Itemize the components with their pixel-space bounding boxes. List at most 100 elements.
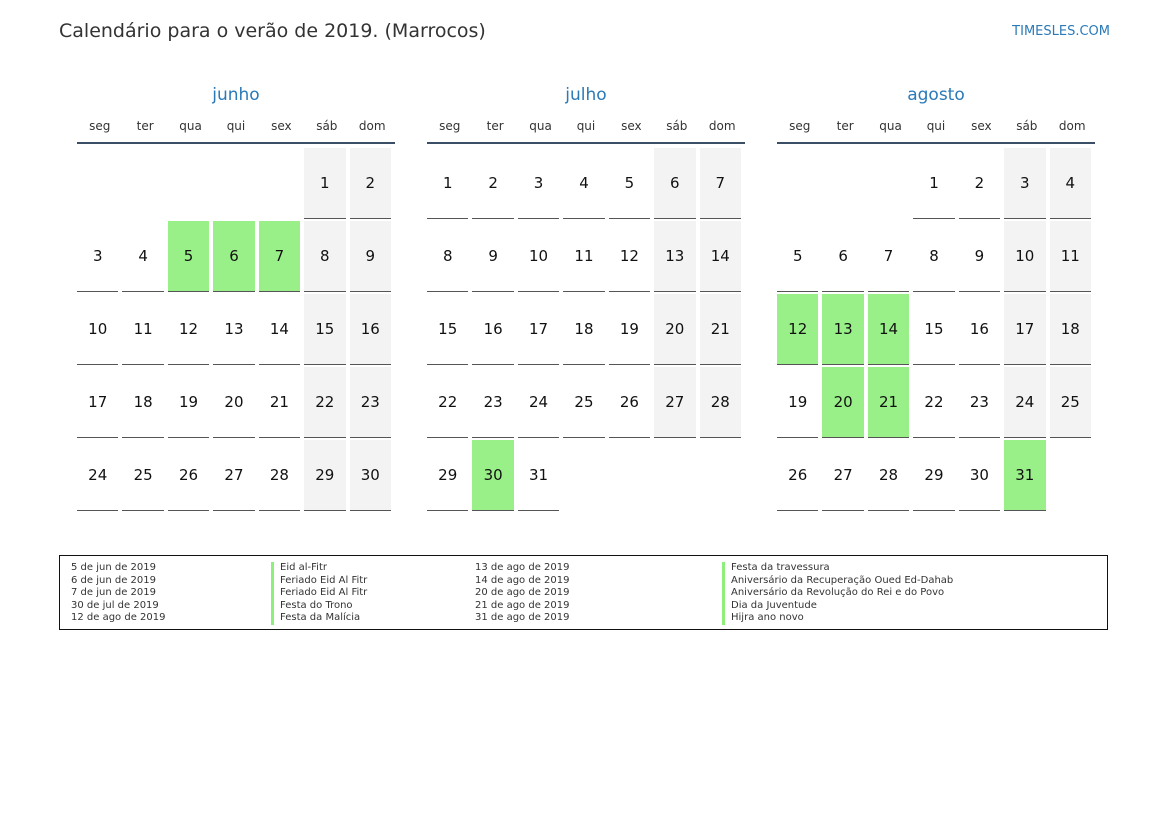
day-cell: 5	[608, 148, 651, 219]
day-cell: 24	[77, 440, 119, 511]
weekday-label: seg	[789, 119, 811, 133]
day-cell: 21	[258, 367, 301, 438]
brand-link[interactable]: TIMESLES.COM	[1012, 24, 1110, 39]
holiday-day-cell: 12	[777, 294, 819, 365]
day-cell: 7	[699, 148, 741, 219]
day-cell: 23	[958, 367, 1001, 438]
weekday-label: dom	[708, 119, 736, 133]
day-cell: 25	[122, 440, 164, 511]
day-cell: 16	[472, 294, 514, 365]
day-grid: 1 2 3 4 5 6 7 8 9 10 11 12 13 14 15 16 17 18 19 20 21 22 23 24 2…	[427, 148, 745, 513]
month-title: junho	[212, 85, 260, 105]
day-cell: 17	[77, 367, 119, 438]
day-cell: 27	[654, 367, 696, 438]
legend-holiday-name: Eid al-Fitr	[271, 562, 367, 575]
legend-holiday-name: Feriado Eid Al Fitr	[271, 587, 367, 600]
holiday-day-cell: 13	[822, 294, 864, 365]
month-junho: junho seg ter qua qui sex sáb dom 1 2 3 4 5 6 7 8 9 10 11 1…	[77, 80, 395, 513]
legend-date: 5 de jun de 2019	[71, 562, 156, 573]
day-grid: 1 2 3 4 5 6 7 8 9 10 11 12 13 14 15 16 17 18 19 20 21 22 23 24 2…	[777, 148, 1095, 513]
day-cell: 13	[654, 221, 696, 292]
weekday-label: sex	[971, 119, 992, 133]
weekday-header: seg ter qua qui sex sáb dom	[77, 115, 395, 144]
day-cell: 23	[349, 367, 391, 438]
holiday-day-cell: 21	[867, 367, 910, 438]
weekday-label: ter	[836, 119, 854, 133]
weekday-label: ter	[136, 119, 154, 133]
day-cell: 17	[1004, 294, 1046, 365]
holiday-legend: 5 de jun de 2019 6 de jun de 2019 7 de jun…	[59, 555, 1108, 630]
day-cell: 23	[472, 367, 514, 438]
day-cell: 31	[517, 440, 560, 511]
empty-cell	[259, 148, 300, 219]
legend-holiday-name: Feriado Eid Al Fitr	[271, 574, 367, 587]
empty-cell	[168, 148, 209, 219]
empty-cell	[822, 148, 863, 219]
day-cell: 19	[167, 367, 210, 438]
holiday-day-cell: 7	[258, 221, 301, 292]
weekday-label: qua	[179, 119, 202, 133]
day-cell: 18	[563, 294, 605, 365]
day-cell: 5	[777, 221, 819, 292]
legend-date: 12 de ago de 2019	[71, 612, 166, 623]
day-cell: 1	[427, 148, 469, 219]
day-cell: 1	[913, 148, 955, 219]
day-cell: 22	[913, 367, 955, 438]
day-cell: 24	[517, 367, 560, 438]
holiday-day-cell: 20	[822, 367, 864, 438]
day-cell: 12	[608, 221, 651, 292]
day-cell: 13	[213, 294, 255, 365]
legend-date: 13 de ago de 2019	[475, 562, 570, 573]
legend-date: 30 de jul de 2019	[71, 599, 159, 611]
day-cell: 22	[304, 367, 346, 438]
legend-holiday-name: Aniversário da Recuperação Oued Ed-Dahab	[722, 574, 953, 587]
weekday-label: sáb	[316, 119, 338, 133]
day-cell: 10	[1004, 221, 1046, 292]
day-cell: 18	[1049, 294, 1091, 365]
legend-holiday-name: Aniversário da Revolução do Rei e do Pov…	[722, 587, 953, 600]
legend-names-right: Festa da travessura Aniversário da Recupe…	[722, 562, 953, 625]
weekday-label: sex	[271, 119, 292, 133]
day-cell: 22	[427, 367, 469, 438]
weekday-label: sáb	[666, 119, 688, 133]
legend-dates-right: 13 de ago de 2019 14 de ago de 2019 20 de …	[475, 562, 569, 625]
weekday-label: dom	[358, 119, 386, 133]
day-cell: 25	[1049, 367, 1091, 438]
day-cell: 28	[699, 367, 741, 438]
weekday-label: seg	[439, 119, 461, 133]
weekday-label: sex	[621, 119, 642, 133]
day-cell: 4	[122, 221, 164, 292]
day-cell: 20	[213, 367, 255, 438]
weekday-label: qui	[576, 119, 596, 133]
day-cell: 28	[258, 440, 301, 511]
legend-date: 7 de jun de 2019	[71, 587, 156, 598]
legend-names-left: Eid al-Fitr Feriado Eid Al Fitr Feriado Ei…	[271, 562, 367, 625]
legend-date: 31 de ago de 2019	[475, 612, 570, 623]
legend-dates-left: 5 de jun de 2019 6 de jun de 2019 7 de jun…	[71, 562, 165, 625]
day-cell: 24	[1004, 367, 1046, 438]
day-cell: 15	[913, 294, 955, 365]
empty-cell	[77, 148, 118, 219]
day-cell: 2	[958, 148, 1001, 219]
empty-cell	[868, 148, 909, 219]
legend-date: 14 de ago de 2019	[475, 574, 570, 586]
day-cell: 3	[77, 221, 119, 292]
day-cell: 16	[958, 294, 1001, 365]
legend-holiday-name: Hijra ano novo	[722, 612, 953, 625]
day-cell: 2	[472, 148, 514, 219]
day-grid: 1 2 3 4 5 6 7 8 9 10 11 12 13 14 15 16 17 18 19 20 21 22 23 24 2…	[77, 148, 395, 513]
legend-holiday-name: Festa da travessura	[722, 562, 953, 575]
legend-date: 6 de jun de 2019	[71, 574, 156, 586]
day-cell: 19	[608, 294, 651, 365]
weekday-header: seg ter qua qui sex sáb dom	[427, 115, 745, 144]
day-cell: 9	[958, 221, 1001, 292]
weekday-label: qui	[926, 119, 946, 133]
day-cell: 26	[777, 440, 819, 511]
month-agosto: agosto seg ter qua qui sex sáb dom 1 2 3 4 5 6 7 8 9 10 11…	[777, 80, 1095, 513]
legend-holiday-name: Festa da Malícia	[271, 612, 367, 625]
holiday-day-cell: 5	[167, 221, 210, 292]
weekday-header: seg ter qua qui sex sáb dom	[777, 115, 1095, 144]
day-cell: 29	[304, 440, 346, 511]
day-cell: 8	[304, 221, 346, 292]
day-cell: 3	[517, 148, 560, 219]
